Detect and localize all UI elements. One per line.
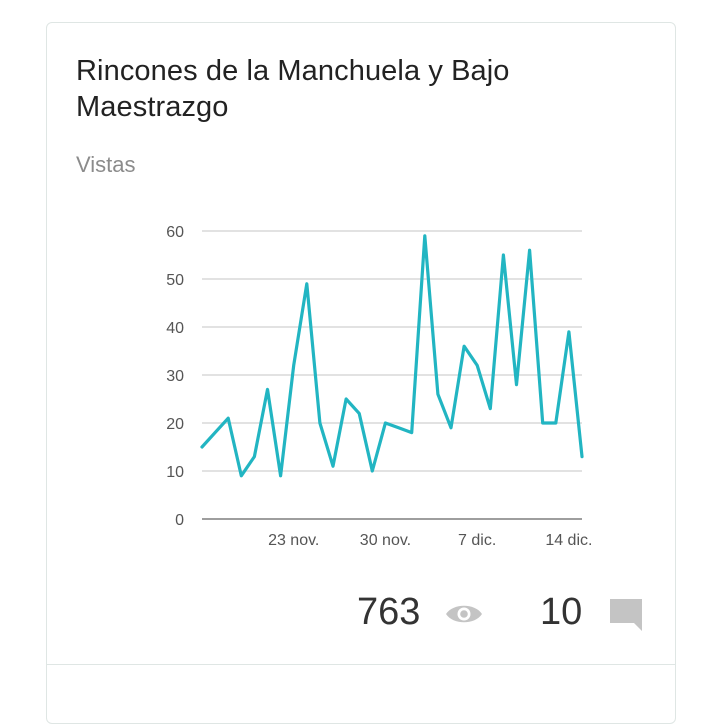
x-tick-label: 7 dic. [458, 532, 496, 549]
comments-count: 10 [540, 591, 583, 633]
x-tick-label: 14 dic. [545, 532, 592, 549]
y-tick-label: 0 [175, 512, 184, 529]
y-tick-label: 30 [166, 368, 184, 385]
views-line-chart: 0 10 20 30 40 50 60 23 nov. 30 nov. 7 dic. 14 dic… [166, 224, 592, 549]
x-tick-label: 30 nov. [360, 532, 411, 549]
y-tick-label: 40 [166, 320, 184, 337]
y-tick-label: 50 [166, 272, 184, 289]
card-title: Rincones de la Manchuela y Bajo Maestraz… [76, 55, 510, 123]
y-tick-label: 60 [166, 224, 184, 241]
card-divider [47, 664, 675, 665]
stats-card: Rincones de la Manchuela y Bajo Maestraz… [46, 22, 676, 724]
x-tick-label: 23 nov. [268, 532, 319, 549]
chart-subtitle: Vistas [76, 152, 136, 177]
y-tick-label: 20 [166, 416, 184, 433]
views-count: 763 [357, 591, 421, 633]
comment-icon [610, 599, 642, 631]
series-line [200, 234, 584, 478]
y-tick-label: 10 [166, 464, 184, 481]
eye-icon [446, 605, 482, 623]
